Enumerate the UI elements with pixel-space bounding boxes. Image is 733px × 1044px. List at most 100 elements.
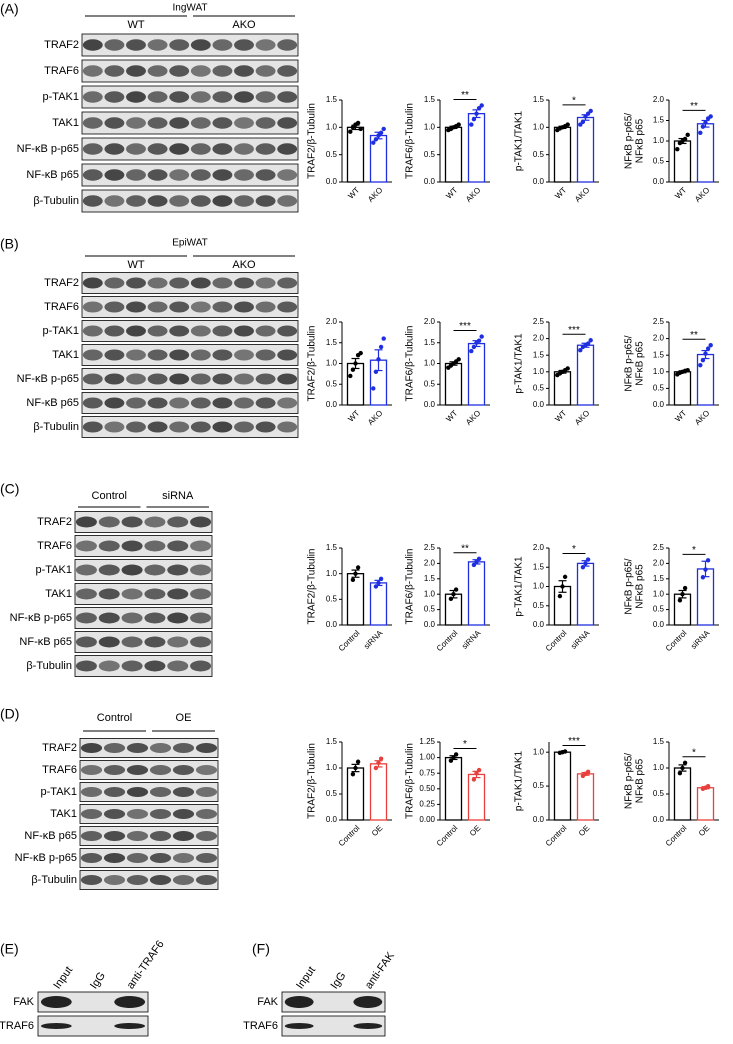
band xyxy=(255,91,276,103)
x-tick-label: siRNA xyxy=(362,628,385,651)
band xyxy=(126,853,149,863)
data-point xyxy=(378,130,384,135)
lane-label: Input xyxy=(294,964,318,991)
band xyxy=(82,39,103,51)
band xyxy=(172,809,195,819)
y-tick-label: 2.5 xyxy=(424,543,436,552)
band xyxy=(234,301,254,313)
band xyxy=(147,169,168,181)
data-point xyxy=(373,765,379,771)
band xyxy=(144,612,166,624)
band xyxy=(212,117,233,129)
bar xyxy=(467,561,486,626)
y-tick-label: 1.5 xyxy=(424,338,436,347)
significance-label: ** xyxy=(461,543,469,554)
band xyxy=(121,540,143,552)
data-point xyxy=(562,749,568,754)
band xyxy=(104,397,125,409)
y-axis-label: p-TAK1/TAK1 xyxy=(514,750,525,811)
data-point xyxy=(456,122,461,127)
y-tick-label: 1.5 xyxy=(424,574,436,583)
row-label: NF-κB p-p65 xyxy=(17,143,79,155)
y-tick-label: 0.0 xyxy=(424,400,436,409)
data-point xyxy=(585,557,591,562)
y-tick-label: 0.5 xyxy=(653,605,665,614)
data-point xyxy=(376,580,381,586)
data-point xyxy=(378,756,384,761)
y-tick-label: 2.0 xyxy=(424,317,436,326)
y-tick-label: 0.5 xyxy=(326,789,338,798)
band xyxy=(255,349,276,361)
significance-label: *** xyxy=(568,736,580,747)
data-point xyxy=(677,598,683,603)
band xyxy=(121,636,143,648)
band xyxy=(126,373,146,385)
band xyxy=(126,809,149,819)
band xyxy=(169,143,190,155)
row-label: NF-κB p-p65 xyxy=(10,612,72,624)
band xyxy=(169,117,190,129)
band xyxy=(82,143,103,155)
band xyxy=(172,853,195,863)
band xyxy=(190,612,212,624)
y-tick-label: 1.5 xyxy=(326,338,338,347)
band xyxy=(144,564,166,576)
y-tick-label: 1.5 xyxy=(326,543,338,552)
band xyxy=(234,277,254,289)
band xyxy=(277,277,298,289)
band xyxy=(169,349,190,361)
y-tick-label: 0.0 xyxy=(533,620,545,629)
bar xyxy=(444,593,463,626)
y-tick-label: 2.0 xyxy=(653,334,665,343)
y-tick-label: 2.0 xyxy=(326,317,338,326)
x-tick-label: Control xyxy=(544,823,569,848)
band xyxy=(255,277,276,289)
band xyxy=(195,809,218,819)
band xyxy=(121,660,143,672)
band xyxy=(104,421,125,433)
row-label: β-Tubulin xyxy=(33,421,79,433)
y-tick-label: 2.5 xyxy=(653,317,665,326)
y-tick-label: 2.5 xyxy=(653,543,665,552)
data-point xyxy=(353,571,358,576)
band xyxy=(98,516,120,528)
row-label: NF-κB p-p65 xyxy=(17,373,79,385)
band xyxy=(149,809,172,819)
band xyxy=(103,875,126,885)
bar xyxy=(553,751,572,821)
band xyxy=(144,660,166,672)
data-point xyxy=(565,366,570,371)
data-point xyxy=(381,126,386,132)
bar xyxy=(576,562,595,626)
band xyxy=(147,117,168,129)
band xyxy=(121,516,143,528)
bar xyxy=(346,767,365,821)
y-tick-label: 2.0 xyxy=(424,559,436,568)
y-tick-label: 1.5 xyxy=(653,116,665,125)
y-tick-label: 0.0 xyxy=(424,620,436,629)
y-tick-label: 0.0 xyxy=(424,177,436,186)
band xyxy=(353,1023,383,1029)
data-point xyxy=(469,348,474,354)
band xyxy=(149,875,172,885)
row-label: p-TAK1 xyxy=(41,786,77,798)
x-tick-label: WT xyxy=(673,185,688,200)
y-tick-label: 1.5 xyxy=(533,350,545,359)
row-label: TRAF2 xyxy=(44,277,79,289)
band xyxy=(126,831,149,841)
blot-strip xyxy=(281,1015,386,1037)
band xyxy=(114,1023,146,1029)
y-tick-label: 0.0 xyxy=(533,815,545,824)
significance-label: * xyxy=(692,545,696,556)
row-label: NF-κB p65 xyxy=(26,397,79,409)
band xyxy=(234,421,254,433)
row-label: β-Tubulin xyxy=(31,874,77,886)
data-point xyxy=(350,125,356,130)
x-tick-label: OE xyxy=(577,824,592,839)
blot-strip xyxy=(37,1015,149,1037)
band xyxy=(114,996,146,1008)
band xyxy=(195,853,218,863)
x-tick-label: AKO xyxy=(693,186,711,204)
band xyxy=(255,325,276,337)
data-point xyxy=(562,574,568,580)
